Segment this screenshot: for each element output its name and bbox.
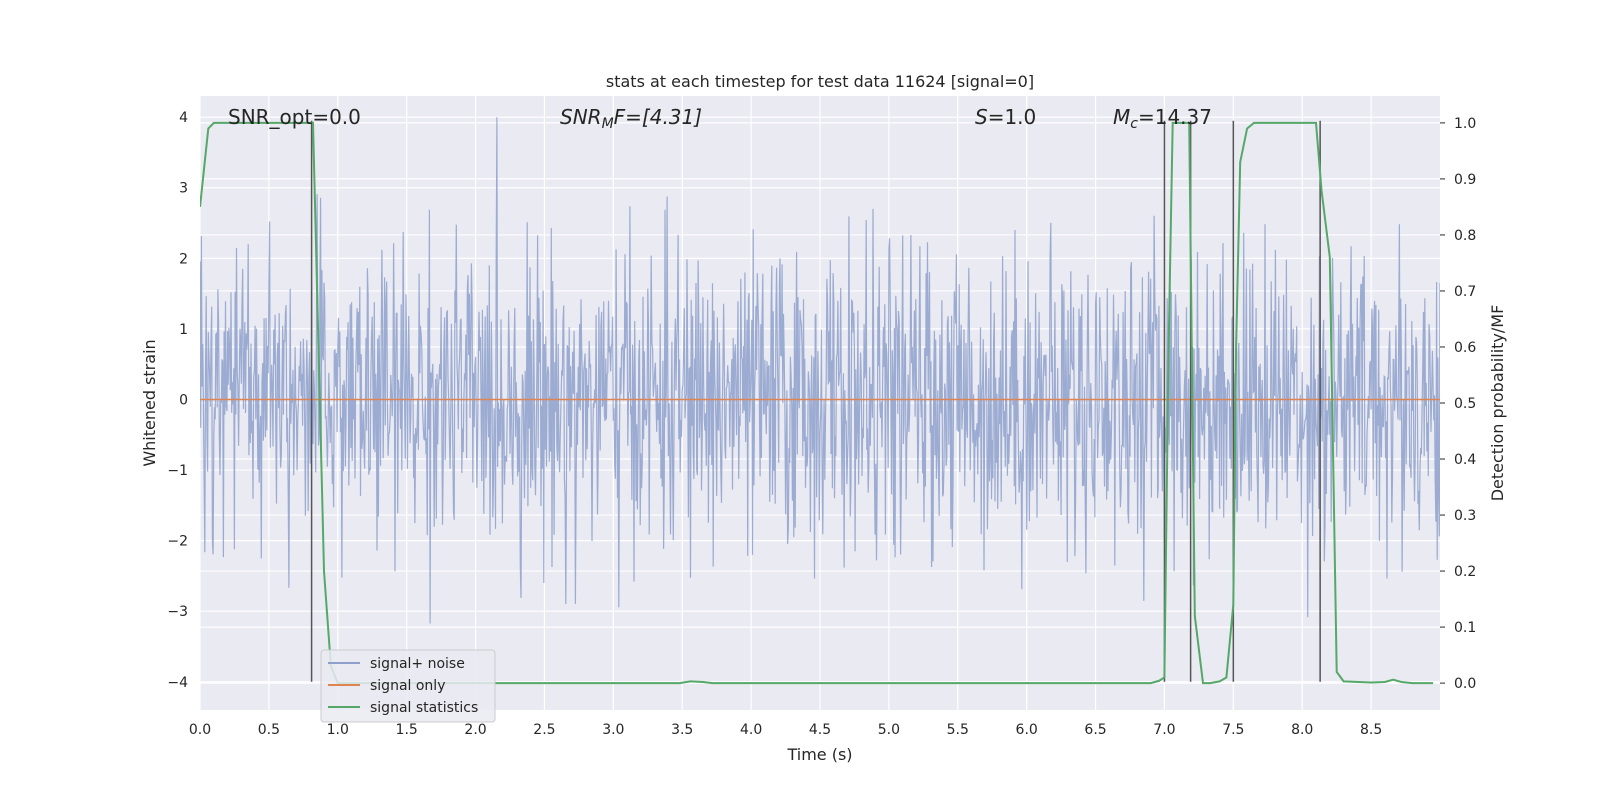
y2-tick-label: 0.7 <box>1454 284 1476 300</box>
y2-tick-label: 0.3 <box>1454 508 1476 524</box>
y2-tick-label: 0.2 <box>1454 564 1476 580</box>
y-tick-label: 4 <box>179 110 188 126</box>
x-tick-label: 3.0 <box>602 722 624 738</box>
y-tick-label: 0 <box>179 392 188 408</box>
annotation-snr-opt: SNR_opt=0.0 <box>228 105 361 129</box>
x-tick-label: 1.5 <box>396 722 418 738</box>
x-tick-label: 4.0 <box>740 722 762 738</box>
y2-tick-labels: 0.0 0.1 0.2 0.3 0.4 0.5 0.6 0.7 0.8 0.9 1.0 <box>1440 116 1476 692</box>
x-tick-label: 3.5 <box>671 722 693 738</box>
x-tick-label: 1.0 <box>327 722 349 738</box>
x-tick-label: 5.5 <box>947 722 969 738</box>
y2-tick-label: 0.1 <box>1454 620 1476 636</box>
y2-tick-label: 0.8 <box>1454 228 1476 244</box>
x-tick-label: 6.0 <box>1016 722 1038 738</box>
chart-title: stats at each timestep for test data 116… <box>606 72 1034 91</box>
series-signal-statistics <box>200 121 1434 685</box>
y-tick-label: −1 <box>167 463 188 479</box>
legend-label-signal-statistics: signal statistics <box>370 700 478 716</box>
y-tick-label: −2 <box>167 534 188 550</box>
annotation-mc: Mc=14.37 <box>1113 105 1212 132</box>
y2-axis-label: Detection probability/MF <box>1488 305 1507 502</box>
x-tick-label: 7.0 <box>1153 722 1175 738</box>
annotation-snr-mf: SNRMF=[4.31] <box>560 105 702 132</box>
y-tick-label: 1 <box>179 322 188 338</box>
y2-tick-label: 0.6 <box>1454 340 1476 356</box>
legend-label-signal-noise: signal+ noise <box>370 656 465 672</box>
y-tick-label: −3 <box>167 604 188 620</box>
x-axis-label: Time (s) <box>786 745 852 764</box>
x-tick-label: 4.5 <box>809 722 831 738</box>
x-tick-labels: 0.0 0.5 1.0 1.5 2.0 2.5 3.0 3.5 4.0 4.5 5.0 5.5 6.0 6… <box>189 722 1382 738</box>
x-tick-label: 0.0 <box>189 722 211 738</box>
y-tick-label: −4 <box>167 675 188 691</box>
y2-tick-label: 1.0 <box>1454 116 1476 132</box>
x-tick-label: 0.5 <box>258 722 280 738</box>
y2-tick-label: 0.9 <box>1454 172 1476 188</box>
legend: signal+ noise signal only signal statist… <box>320 649 496 723</box>
annotation-s: S=1.0 <box>975 105 1036 129</box>
y-axis-label: Whitened strain <box>140 339 159 466</box>
x-tick-label: 8.0 <box>1291 722 1313 738</box>
x-tick-label: 2.0 <box>464 722 486 738</box>
legend-label-signal-only: signal only <box>370 678 445 694</box>
x-tick-label: 5.0 <box>878 722 900 738</box>
y-tick-label: 2 <box>179 251 188 267</box>
legend-box <box>320 649 496 723</box>
x-tick-label: 2.5 <box>533 722 555 738</box>
x-tick-label: 8.5 <box>1360 722 1382 738</box>
x-tick-label: 6.5 <box>1084 722 1106 738</box>
y-tick-label: 3 <box>179 181 188 197</box>
y2-tick-label: 0.5 <box>1454 396 1476 412</box>
y2-tick-label: 0.0 <box>1454 676 1476 692</box>
y2-tick-label: 0.4 <box>1454 452 1476 468</box>
x-tick-label: 7.5 <box>1222 722 1244 738</box>
y-tick-labels: −4 −3 −2 −1 0 1 2 3 4 <box>167 110 188 691</box>
